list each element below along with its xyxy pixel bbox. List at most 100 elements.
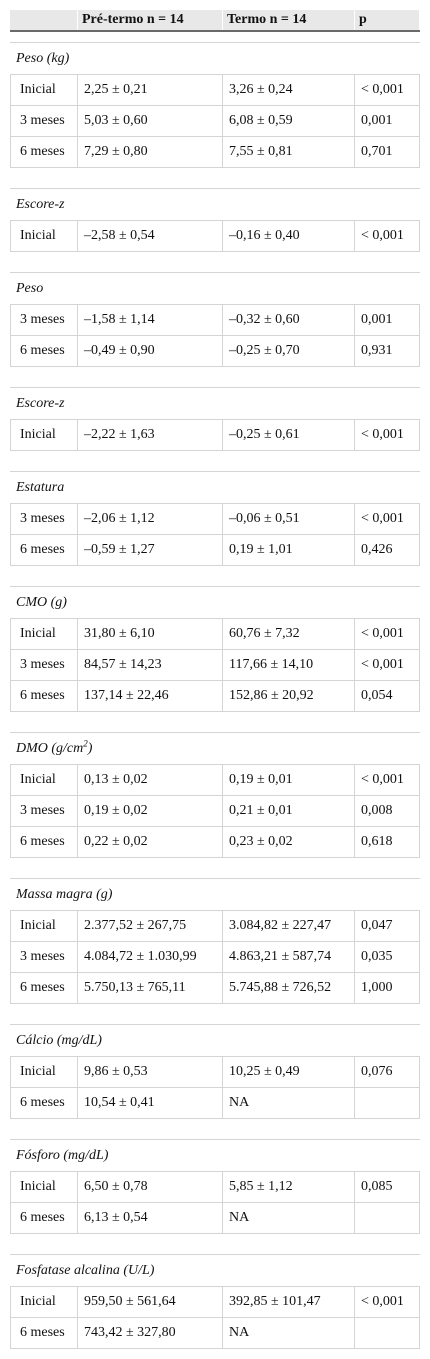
p-value: 0,054	[355, 681, 420, 711]
row-label: Inicial	[10, 75, 78, 105]
row-label: 6 meses	[10, 1088, 78, 1118]
preterm-value: 137,14 ± 22,46	[78, 681, 223, 711]
term-value: 3.084,82 ± 227,47	[223, 911, 355, 941]
group-title-text: Massa magra (g)	[16, 887, 113, 902]
preterm-value: 959,50 ± 561,64	[78, 1287, 223, 1317]
group-spacer	[10, 712, 420, 722]
row-label: Inicial	[10, 221, 78, 251]
term-value: 392,85 ± 101,47	[223, 1287, 355, 1317]
p-value: < 0,001	[355, 504, 420, 534]
p-value: 0,001	[355, 106, 420, 136]
term-value: 117,66 ± 14,10	[223, 650, 355, 680]
p-value: < 0,001	[355, 765, 420, 795]
p-value: 0,001	[355, 305, 420, 335]
table-row: 3 meses 4.084,72 ± 1.030,99 4.863,21 ± 587…	[10, 942, 420, 973]
table-row: Inicial 2.377,52 ± 267,75 3.084,82 ± 227,4…	[10, 911, 420, 942]
table-row: 6 meses 137,14 ± 22,46 152,86 ± 20,92 0,054	[10, 681, 420, 712]
row-label: 3 meses	[10, 942, 78, 972]
term-value: 152,86 ± 20,92	[223, 681, 355, 711]
p-value: 0,931	[355, 336, 420, 366]
row-label: 3 meses	[10, 796, 78, 826]
p-value	[355, 1318, 420, 1348]
p-value: 1,000	[355, 973, 420, 1003]
table-row: Inicial 2,25 ± 0,21 3,26 ± 0,24 < 0,001	[10, 75, 420, 106]
row-label: 6 meses	[10, 137, 78, 167]
table-row: 6 meses –0,49 ± 0,90 –0,25 ± 0,70 0,931	[10, 336, 420, 367]
preterm-value: 0,22 ± 0,02	[78, 827, 223, 857]
preterm-value: 743,42 ± 327,80	[78, 1318, 223, 1348]
group-title: Fósforo (mg/dL)	[10, 1140, 420, 1172]
group-title: DMO (g/cm2)	[10, 733, 420, 765]
table-group: CMO (g) Inicial 31,80 ± 6,10 60,76 ± 7,32 < …	[10, 586, 420, 722]
row-label: 6 meses	[10, 827, 78, 857]
preterm-value: –1,58 ± 1,14	[78, 305, 223, 335]
table-group: Fósforo (mg/dL) Inicial 6,50 ± 0,78 5,85 ± …	[10, 1139, 420, 1244]
header-col-p: p	[355, 10, 420, 30]
preterm-value: 0,13 ± 0,02	[78, 765, 223, 795]
row-label: Inicial	[10, 619, 78, 649]
row-label: Inicial	[10, 420, 78, 450]
row-label: 3 meses	[10, 106, 78, 136]
group-spacer	[10, 367, 420, 377]
table-row: 3 meses –1,58 ± 1,14 –0,32 ± 0,60 0,001	[10, 305, 420, 336]
table-row: Inicial 959,50 ± 561,64 392,85 ± 101,47 < 0…	[10, 1287, 420, 1318]
term-value: 6,08 ± 0,59	[223, 106, 355, 136]
group-spacer	[10, 1349, 420, 1359]
term-value: 0,19 ± 0,01	[223, 765, 355, 795]
preterm-value: 7,29 ± 0,80	[78, 137, 223, 167]
term-value: 5.745,88 ± 726,52	[223, 973, 355, 1003]
table-group: Estatura 3 meses –2,06 ± 1,12 –0,06 ± 0,51 <…	[10, 471, 420, 576]
p-value	[355, 1203, 420, 1233]
table-group: Escore-z Inicial –2,58 ± 0,54 –0,16 ± 0,40 <…	[10, 188, 420, 262]
table-row: 6 meses 7,29 ± 0,80 7,55 ± 0,81 0,701	[10, 137, 420, 168]
table-body: Peso (kg) Inicial 2,25 ± 0,21 3,26 ± 0,24 < …	[10, 42, 420, 1359]
p-value: 0,008	[355, 796, 420, 826]
group-title: Escore-z	[10, 189, 420, 221]
p-value: 0,618	[355, 827, 420, 857]
table-group: Massa magra (g) Inicial 2.377,52 ± 267,75 3…	[10, 878, 420, 1014]
row-label: Inicial	[10, 1287, 78, 1317]
group-title-text: Estatura	[16, 480, 65, 495]
row-label: 3 meses	[10, 305, 78, 335]
preterm-value: –2,22 ± 1,63	[78, 420, 223, 450]
table-row: Inicial –2,58 ± 0,54 –0,16 ± 0,40 < 0,001	[10, 221, 420, 252]
preterm-value: 5.750,13 ± 765,11	[78, 973, 223, 1003]
term-value: 3,26 ± 0,24	[223, 75, 355, 105]
table-row: 3 meses 0,19 ± 0,02 0,21 ± 0,01 0,008	[10, 796, 420, 827]
row-label: 6 meses	[10, 1318, 78, 1348]
group-title-text: Peso	[16, 281, 44, 296]
table-row: Inicial 0,13 ± 0,02 0,19 ± 0,01 < 0,001	[10, 765, 420, 796]
row-label: 6 meses	[10, 973, 78, 1003]
group-title-text: Fósforo (mg/dL)	[16, 1148, 109, 1163]
row-label: 3 meses	[10, 504, 78, 534]
p-value	[355, 1088, 420, 1118]
preterm-value: –0,59 ± 1,27	[78, 535, 223, 565]
term-value: 0,23 ± 0,02	[223, 827, 355, 857]
group-spacer	[10, 1119, 420, 1129]
preterm-value: –2,58 ± 0,54	[78, 221, 223, 251]
preterm-value: 0,19 ± 0,02	[78, 796, 223, 826]
group-title-suffix: )	[87, 741, 93, 756]
table-row: Inicial 9,86 ± 0,53 10,25 ± 0,49 0,076	[10, 1057, 420, 1088]
group-spacer	[10, 252, 420, 262]
term-value: –0,25 ± 0,70	[223, 336, 355, 366]
p-value: 0,426	[355, 535, 420, 565]
row-label: Inicial	[10, 1172, 78, 1202]
group-spacer	[10, 168, 420, 178]
term-value: –0,25 ± 0,61	[223, 420, 355, 450]
table-row: 6 meses 6,13 ± 0,54 NA	[10, 1203, 420, 1234]
preterm-value: –0,49 ± 0,90	[78, 336, 223, 366]
group-title: Peso	[10, 273, 420, 305]
group-title-text: Escore-z	[16, 396, 65, 411]
group-title-text: Escore-z	[16, 197, 65, 212]
term-value: NA	[223, 1088, 355, 1118]
table-row: 3 meses 84,57 ± 14,23 117,66 ± 14,10 < 0,00…	[10, 650, 420, 681]
table-row: 3 meses –2,06 ± 1,12 –0,06 ± 0,51 < 0,001	[10, 504, 420, 535]
row-label: 6 meses	[10, 336, 78, 366]
table-header: Pré-termo n = 14 Termo n = 14 p	[10, 10, 420, 32]
group-spacer	[10, 1004, 420, 1014]
table-group: Peso (kg) Inicial 2,25 ± 0,21 3,26 ± 0,24 < …	[10, 42, 420, 178]
table-row: Inicial –2,22 ± 1,63 –0,25 ± 0,61 < 0,001	[10, 420, 420, 451]
header-col-label	[10, 10, 78, 30]
header-col-preterm: Pré-termo n = 14	[78, 10, 223, 30]
